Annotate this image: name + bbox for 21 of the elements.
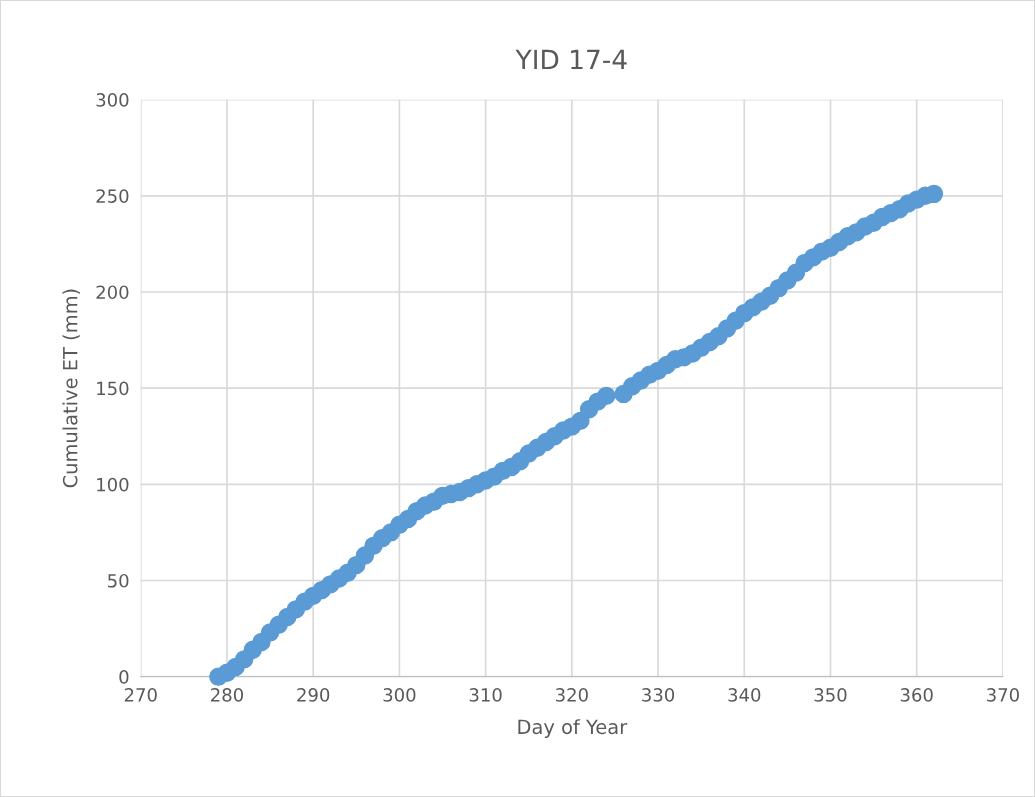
x-tick-label: 290 [297,688,330,702]
x-tick-label: 280 [211,688,244,702]
x-tick-label: 360 [900,688,933,702]
x-tick-label: 270 [124,688,157,702]
x-axis-title: Day of Year [518,719,628,738]
x-tick-label: 310 [469,688,502,702]
y-axis-title: Cumulative ET (mm) [62,289,80,488]
y-tick-label: 0 [119,670,129,684]
chart-title: YID 17-4 [515,49,627,70]
x-tick-label: 330 [642,688,675,702]
y-tick-label: 100 [97,477,129,492]
x-tick-label: 300 [383,688,416,702]
x-tick-label: 320 [555,688,588,702]
x-tick-label: 350 [814,688,847,702]
y-tick-label: 200 [96,285,129,300]
y-tick-label: 50 [108,573,129,588]
y-tick-label: 300 [96,93,129,107]
y-tick-label: 250 [96,189,129,203]
y-tick-label: 150 [97,381,129,396]
x-tick-label: 370 [987,688,1019,702]
x-tick-label: 340 [728,688,761,702]
